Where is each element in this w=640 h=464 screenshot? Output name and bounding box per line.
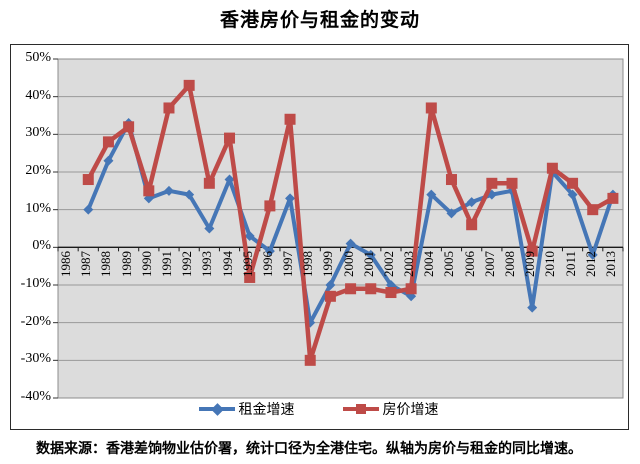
price-data-marker [405, 283, 417, 295]
price-data-marker [607, 192, 619, 204]
price-data-marker [203, 177, 215, 189]
rent-data-marker [345, 238, 356, 249]
price-data-marker [284, 113, 296, 125]
price-data-marker [324, 290, 336, 302]
x-axis-label: 1992 [179, 251, 195, 278]
legend-label-price: 房价增速 [382, 401, 439, 417]
y-axis-label: -20% [20, 313, 51, 329]
rent-data-marker [365, 249, 376, 260]
price-data-marker [466, 219, 478, 231]
x-axis-label: 1988 [98, 251, 114, 278]
y-axis-label: -30% [20, 351, 51, 367]
rent-data-marker [587, 249, 598, 260]
legend: 租金增速 房价增速 [10, 399, 627, 419]
rent-data-marker [285, 193, 296, 204]
x-axis-label: 1990 [138, 251, 154, 278]
x-axis-label: 2013 [602, 251, 618, 278]
x-axis-label: 2005 [441, 251, 457, 278]
price-data-marker [546, 162, 558, 174]
rent-line-marker-icon [198, 403, 235, 416]
x-axis-label: 2009 [522, 251, 538, 278]
y-axis-label: 30% [25, 125, 51, 141]
price-data-marker [304, 354, 316, 366]
price-data-marker [567, 177, 579, 189]
rent-data-marker [244, 231, 255, 242]
x-axis-label: 2006 [461, 251, 477, 278]
x-axis-label: 1995 [239, 251, 255, 278]
y-axis-label: 10% [25, 200, 51, 216]
rent-data-marker [325, 280, 336, 290]
x-axis-label: 2007 [481, 251, 497, 278]
price-data-marker [102, 136, 114, 148]
rent-data-marker [163, 185, 174, 196]
legend-label-rent: 租金增速 [238, 401, 295, 417]
x-axis-label: 1989 [118, 251, 134, 278]
y-axis-label: 20% [25, 163, 51, 178]
price-data-marker [123, 121, 135, 133]
price-line-marker-icon [342, 403, 379, 415]
rent-data-marker [83, 204, 94, 215]
rent-data-marker [204, 223, 215, 234]
x-axis-label: 2003 [401, 251, 417, 278]
chart-frame [10, 44, 629, 430]
rent-data-marker [527, 302, 538, 313]
x-axis-label: 2001 [360, 251, 376, 278]
x-axis-label: 2004 [421, 251, 437, 278]
price-data-marker [365, 283, 377, 295]
x-axis-label: 1998 [300, 251, 316, 278]
price-data-marker [425, 102, 437, 114]
x-axis-label: 1996 [259, 251, 275, 278]
x-axis-label: 2008 [502, 251, 518, 278]
rent-data-marker [466, 197, 477, 208]
price-data-marker [183, 79, 195, 91]
x-axis-label: 1991 [158, 251, 174, 278]
price-data-marker [224, 132, 236, 144]
price-data-marker [244, 271, 256, 283]
price-data-marker [163, 102, 175, 114]
x-axis-label: 2000 [340, 251, 356, 278]
rent-data-marker [406, 291, 417, 302]
price-data-marker [526, 245, 538, 257]
x-axis-label: 1999 [320, 251, 336, 278]
x-axis-label: 1994 [219, 251, 235, 278]
y-axis-label: 0% [32, 238, 51, 254]
price-data-marker [264, 200, 276, 212]
rent-data-marker [264, 246, 275, 257]
x-axis-label: 2011 [562, 251, 578, 277]
plot-area [53, 58, 624, 399]
x-axis-label: 1986 [58, 251, 74, 278]
price-data-marker [506, 177, 518, 189]
price-data-marker [445, 174, 457, 186]
x-axis-label: 2002 [380, 251, 396, 278]
x-axis-label: 2010 [542, 251, 558, 278]
price-data-marker [143, 185, 155, 197]
chart-title: 香港房价与租金的变动 [219, 10, 420, 31]
rent-data-marker [224, 174, 235, 185]
price-data-marker [385, 287, 397, 299]
y-axis-label: 40% [25, 87, 51, 103]
rent-data-marker [184, 189, 195, 200]
source-caption: 数据来源：香港差饷物业估价署，统计口径为全港住宅。纵轴为房价与租金的同比增速。 [36, 440, 582, 456]
x-axis-label: 1997 [280, 251, 296, 278]
plot-background [57, 58, 624, 399]
rent-data-marker [103, 155, 114, 166]
x-axis-label: 1993 [199, 251, 215, 278]
legend-item-price: 房价增速 [342, 399, 439, 419]
y-axis-label: -40% [20, 389, 51, 404]
price-data-marker [82, 174, 94, 186]
y-axis-label: 50% [25, 50, 51, 65]
legend-item-rent: 租金增速 [198, 399, 295, 419]
rent-data-marker [426, 189, 437, 200]
x-axis-label: 2012 [582, 251, 598, 278]
price-data-marker [345, 283, 357, 295]
rent-data-marker [446, 208, 457, 219]
rent-data-marker [567, 189, 578, 200]
x-axis-label: 1987 [78, 251, 94, 278]
price-data-marker [587, 204, 599, 216]
y-axis-label: -10% [20, 276, 51, 291]
price-data-marker [486, 177, 498, 189]
